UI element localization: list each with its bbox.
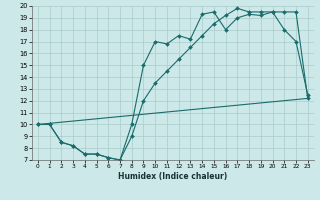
- X-axis label: Humidex (Indice chaleur): Humidex (Indice chaleur): [118, 172, 228, 181]
